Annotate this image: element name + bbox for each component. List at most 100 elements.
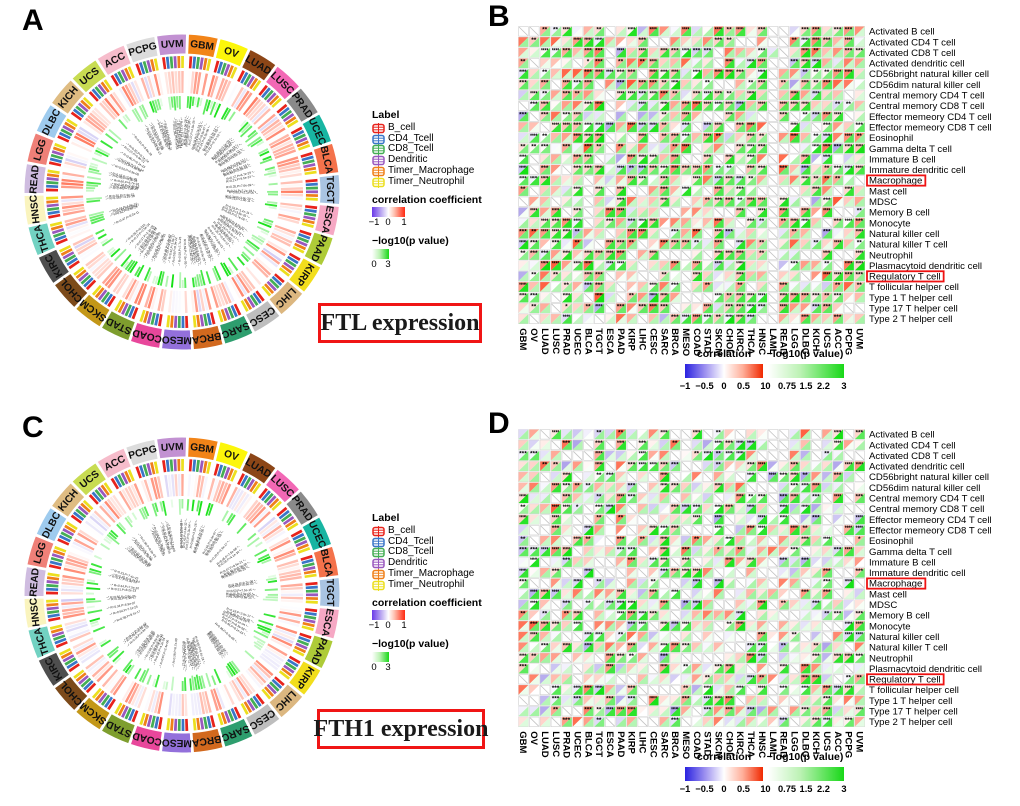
cd8-glyph-icon: [372, 144, 385, 156]
heatmap-cell: [691, 631, 703, 642]
significance-stars: **: [575, 483, 581, 490]
significance-stars: ***: [812, 26, 820, 33]
heatmap-cell: [550, 175, 562, 186]
heatmap-cell: [691, 557, 703, 568]
heatmap-cell: ****: [756, 514, 768, 525]
heatmap-cell: ***: [681, 239, 692, 250]
heatmap-cell: ****: [746, 143, 757, 154]
significance-stars: ***: [704, 122, 712, 129]
significance-stars: ***: [671, 282, 679, 289]
heatmap-cell: [746, 567, 757, 578]
correlation-bar: [181, 693, 185, 717]
pvalue-bar: [262, 220, 273, 226]
heatmap-cell: **: [529, 303, 540, 314]
celltype-tick: [121, 705, 129, 718]
heatmap-cell: [518, 557, 529, 568]
correlation-bar: [275, 625, 298, 635]
heatmap-cell: ****: [583, 684, 594, 695]
column-label: OV: [528, 328, 539, 342]
significance-stars: ****: [649, 90, 657, 97]
heatmap-cell: **: [713, 132, 724, 143]
heatmap-cell: [800, 122, 811, 133]
heatmap-cell: [648, 535, 659, 546]
heatmap-cell: **: [561, 281, 572, 292]
significance-stars: **: [618, 58, 624, 65]
heatmap-cell: [605, 154, 616, 165]
cancer-label: TGCT: [324, 579, 335, 608]
column-label: READ: [778, 328, 789, 355]
heatmap-cell: [735, 164, 746, 175]
significance-stars: **: [520, 250, 526, 257]
heatmap-cell: **: [518, 58, 529, 69]
significance-stars: *****: [595, 293, 603, 300]
heatmap-cell: [572, 706, 583, 717]
significance-stars: ****: [649, 26, 657, 33]
heatmap-cell: ****: [583, 47, 594, 58]
cancer-label: READ: [28, 568, 41, 598]
correlation-bar: [71, 141, 93, 153]
celltype-tick: [305, 593, 318, 597]
correlation-bar: [230, 86, 244, 107]
celltype-tick: [66, 660, 78, 669]
significance-stars: ****: [736, 493, 744, 500]
celltype-tick: [54, 545, 67, 553]
heatmap-cell: **: [724, 26, 735, 37]
pvalue-bar: [151, 678, 157, 687]
significance-stars: ****: [682, 314, 690, 321]
heatmap-cell: ****: [615, 706, 627, 717]
heatmap-cell: *****: [594, 132, 605, 143]
heatmap-cell: [832, 450, 844, 461]
correlation-bar: [280, 599, 303, 603]
significance-stars: *****: [801, 175, 809, 182]
significance-stars: **: [586, 483, 592, 490]
heatmap-cell: ***: [822, 706, 833, 717]
correlation-bar: [217, 482, 229, 504]
heatmap-cell: [691, 642, 703, 653]
correlation-bar: [89, 658, 108, 675]
heatmap-cell: [648, 207, 659, 218]
heatmap-cell: [746, 589, 757, 600]
heatmap-cell: **: [594, 493, 605, 504]
stat-label: R=0.20,P=2.4e-29 *–: [186, 235, 194, 265]
heatmap-cell: *****: [583, 525, 594, 536]
pvalue-bar: [91, 157, 108, 165]
significance-stars: **: [661, 271, 667, 278]
heatmap-cell: [691, 493, 703, 504]
heatmap-cell: [605, 631, 616, 642]
significance-stars: ****: [823, 536, 831, 543]
heatmap-cell: ***: [843, 47, 855, 58]
heatmap-cell: [681, 578, 692, 589]
row-label: MDSC: [869, 600, 897, 611]
heatmap-cell: [767, 122, 779, 133]
heatmap-cell: ****: [648, 461, 659, 472]
heatmap-cell: ***: [539, 164, 551, 175]
significance-stars: ****: [574, 218, 582, 225]
heatmap-cell: [572, 546, 583, 557]
celltype-tick: [203, 716, 208, 730]
heatmap-cell: [550, 90, 562, 101]
legend-item-label: CD4_Tcell: [388, 132, 434, 144]
celltype-tick: [233, 303, 242, 316]
correlation-bar: [187, 474, 192, 497]
heatmap-cell: [539, 684, 551, 695]
heatmap-cell: ***: [724, 439, 735, 451]
stat-label: –* R=0.56,P=2.8e-27: [106, 594, 136, 599]
heatmap-cell: [746, 684, 757, 695]
heatmap-cell: [583, 716, 594, 727]
correlation-bar: [130, 484, 142, 506]
heatmap-cell: **: [539, 26, 551, 37]
significance-stars: ****: [715, 175, 723, 182]
cancer-segment-skcm: [74, 696, 111, 731]
column-label: LGG: [788, 731, 799, 752]
heatmap-cell: [572, 631, 583, 642]
pvalue-bar: [191, 675, 195, 691]
significance-stars: **: [727, 621, 733, 628]
heatmap-cell: **: [648, 578, 659, 589]
significance-stars: ***: [638, 175, 646, 182]
correlation-bar: [107, 269, 123, 289]
heatmap-cell: **: [854, 674, 865, 685]
heatmap-cell: [822, 26, 833, 37]
heatmap-cell: [637, 706, 648, 717]
correlation-bar: [150, 477, 159, 500]
ftl-expression-box: FTL expression: [318, 303, 482, 343]
